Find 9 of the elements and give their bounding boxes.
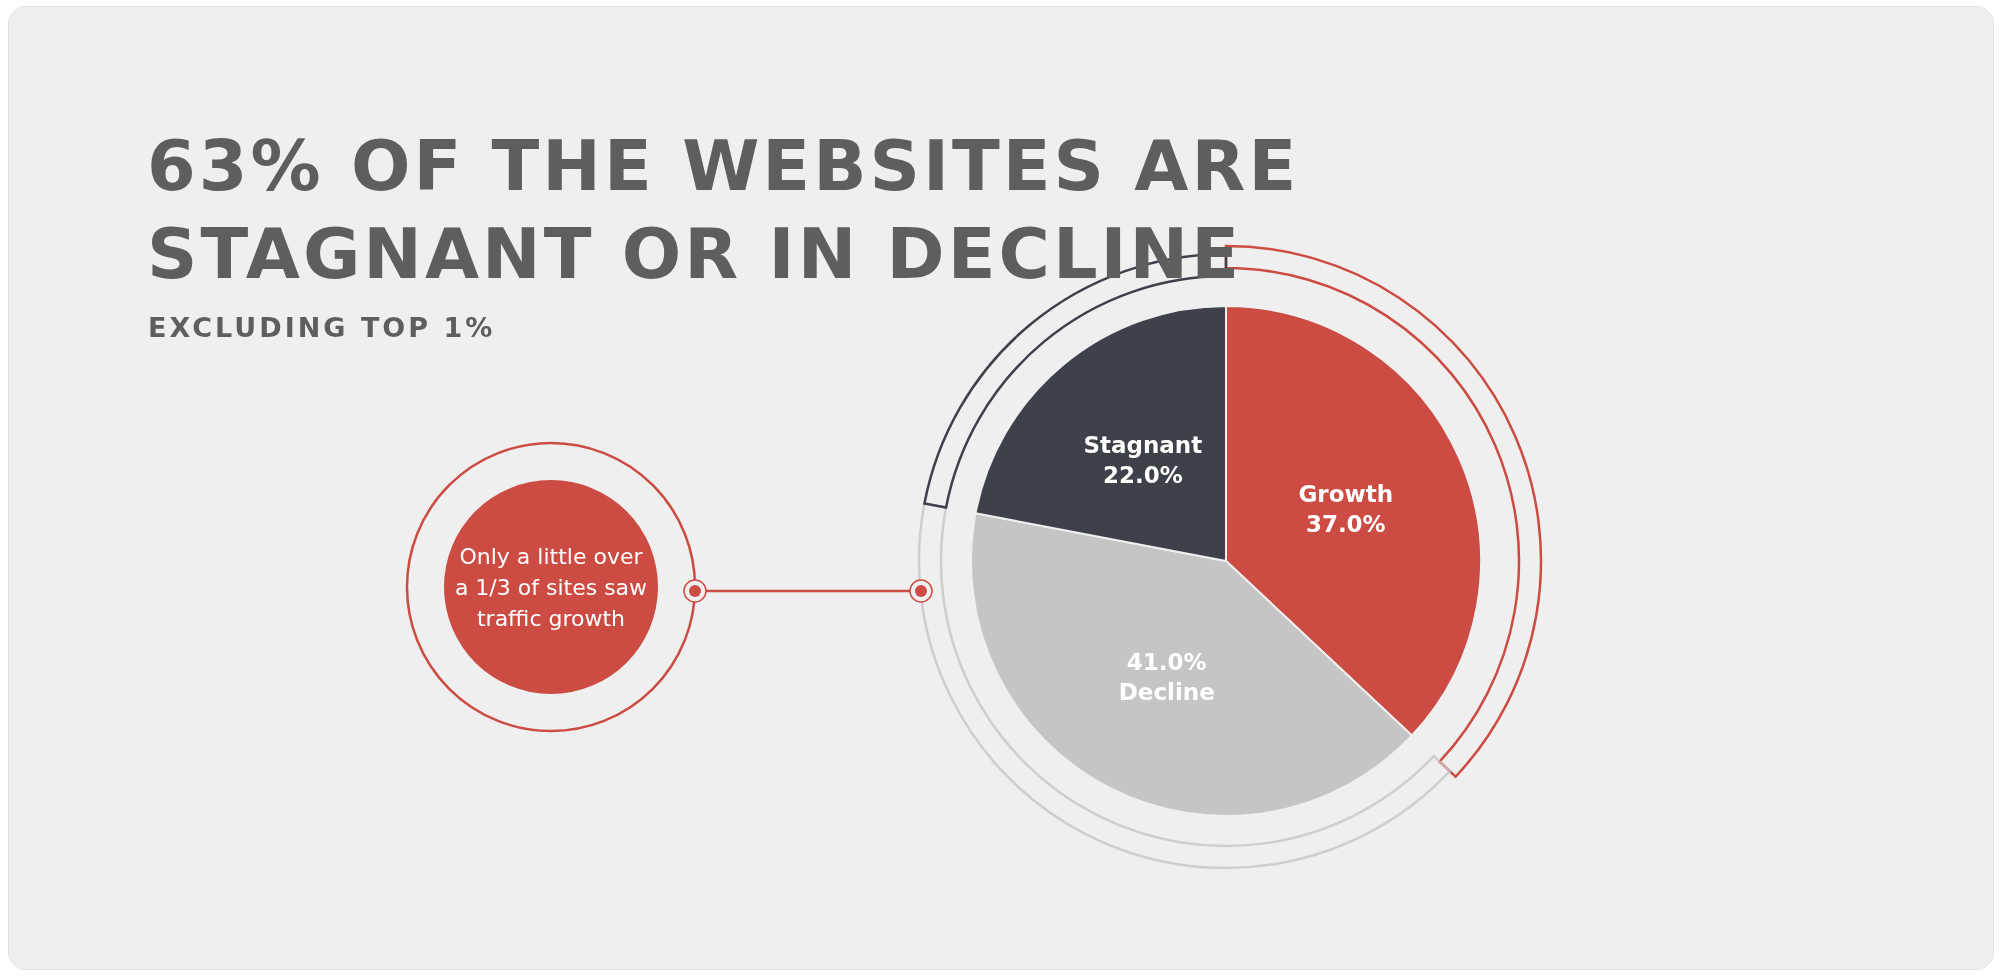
- data-label: 37.0%: [1305, 511, 1386, 538]
- text: EXCLUDING TOP 1%: [148, 312, 496, 343]
- slice-label: Decline: [1118, 679, 1215, 706]
- chart-title: 63% OF THE WEBSITES ARE STAGNANT OR IN DECLINE: [147, 124, 1301, 297]
- data-label: 22.0%: [1102, 462, 1183, 489]
- text: Only a little over a 1/3 of sites saw traffic growth: [453, 542, 649, 633]
- slice-label: Stagnant: [1083, 432, 1203, 459]
- slice-label: Growth: [1298, 481, 1394, 508]
- data-label: 41.0%: [1126, 649, 1207, 676]
